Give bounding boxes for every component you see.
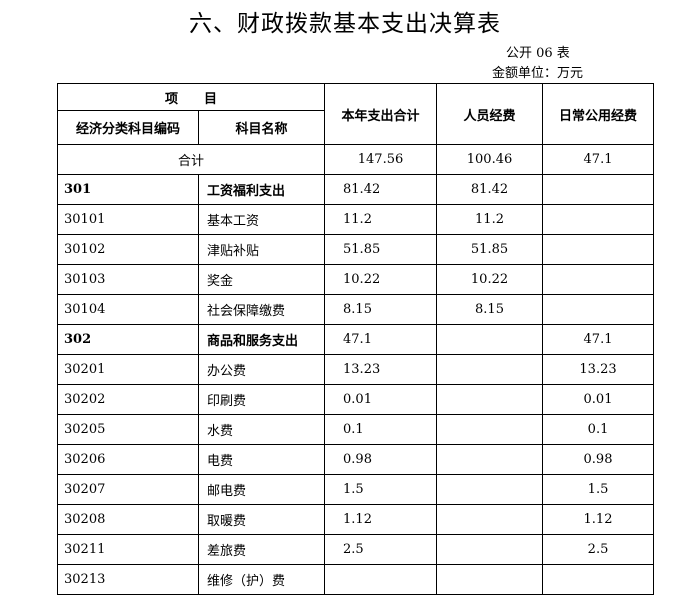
row-code: 302 [57, 324, 199, 355]
row-public [542, 204, 655, 235]
expenditure-table: 项 目 本年支出合计 人员经费 日常公用经费 经济分类科目编码 科目名称 合计 … [56, 83, 655, 595]
total-amount: 147.56 [324, 144, 438, 175]
table-row: 30208 取暖费 1.12 1.12 [57, 504, 655, 535]
total-personnel: 100.46 [436, 144, 544, 175]
row-personnel [436, 324, 544, 355]
row-code: 30205 [57, 414, 199, 445]
row-total: 2.5 [324, 534, 438, 565]
total-label: 合计 [56, 144, 326, 175]
row-personnel [436, 354, 544, 385]
page-title: 六、财政拨款基本支出决算表 [189, 11, 501, 37]
table-row: 30201 办公费 13.23 13.23 [57, 354, 655, 385]
row-total: 0.01 [324, 384, 438, 415]
table-row: 30213 维修（护）费 [57, 564, 655, 595]
row-total: 1.5 [324, 474, 438, 505]
row-name: 办公费 [197, 354, 326, 385]
row-public [542, 174, 655, 205]
table-row: 30207 邮电费 1.5 1.5 [57, 474, 655, 505]
header-public: 日常公用经费 [542, 83, 655, 145]
row-code: 30208 [57, 504, 199, 535]
table-row: 301 工资福利支出 81.42 81.42 [57, 174, 655, 205]
row-total: 1.12 [324, 504, 438, 535]
row-public: 0.1 [542, 414, 655, 445]
row-code: 30101 [57, 204, 199, 235]
row-name: 商品和服务支出 [197, 324, 326, 355]
row-code: 30201 [57, 354, 199, 385]
row-total: 81.42 [324, 174, 438, 205]
row-name: 取暖费 [197, 504, 326, 535]
row-code: 30211 [57, 534, 199, 565]
row-personnel [436, 444, 544, 475]
row-public: 1.12 [542, 504, 655, 535]
row-name: 水费 [197, 414, 326, 445]
row-code: 30206 [57, 444, 199, 475]
row-total: 51.85 [324, 234, 438, 265]
row-name: 印刷费 [197, 384, 326, 415]
row-personnel [436, 534, 544, 565]
header-code: 经济分类科目编码 [57, 110, 199, 145]
row-name: 奖金 [197, 264, 326, 295]
row-public: 13.23 [542, 354, 655, 385]
row-total: 8.15 [324, 294, 438, 325]
row-total [324, 564, 438, 595]
row-public [542, 264, 655, 295]
row-personnel: 11.2 [436, 204, 544, 235]
row-public [542, 294, 655, 325]
row-total: 13.23 [324, 354, 438, 385]
row-personnel: 81.42 [436, 174, 544, 205]
amount-unit: 金额单位：万元 [492, 66, 584, 81]
row-total: 47.1 [324, 324, 438, 355]
header-total: 本年支出合计 [324, 83, 438, 145]
row-public: 0.98 [542, 444, 655, 475]
row-name: 津贴补贴 [197, 234, 326, 265]
table-row: 30102 津贴补贴 51.85 51.85 [57, 234, 655, 265]
row-name: 维修（护）费 [197, 564, 326, 595]
table-row: 30205 水费 0.1 0.1 [57, 414, 655, 445]
row-name: 差旅费 [197, 534, 326, 565]
table-number: 公开 06 表 [506, 46, 570, 61]
row-public: 0.01 [542, 384, 655, 415]
row-code: 30202 [57, 384, 199, 415]
table-row: 30104 社会保障缴费 8.15 8.15 [57, 294, 655, 325]
header-name: 科目名称 [197, 110, 326, 145]
table-row: 30202 印刷费 0.01 0.01 [57, 384, 655, 415]
row-code: 30213 [57, 564, 199, 595]
row-personnel: 8.15 [436, 294, 544, 325]
row-code: 30207 [57, 474, 199, 505]
row-personnel: 10.22 [436, 264, 544, 295]
row-code: 30103 [57, 264, 199, 295]
row-public [542, 564, 655, 595]
row-public [542, 234, 655, 265]
row-public: 1.5 [542, 474, 655, 505]
row-total: 11.2 [324, 204, 438, 235]
row-total: 10.22 [324, 264, 438, 295]
row-personnel [436, 414, 544, 445]
row-code: 301 [57, 174, 199, 205]
header-personnel: 人员经费 [436, 83, 544, 145]
row-public: 47.1 [542, 324, 655, 355]
row-name: 社会保障缴费 [197, 294, 326, 325]
table-row: 30103 奖金 10.22 10.22 [57, 264, 655, 295]
total-public: 47.1 [542, 144, 655, 175]
row-personnel [436, 474, 544, 505]
table-row: 302 商品和服务支出 47.1 47.1 [57, 324, 655, 355]
row-name: 邮电费 [197, 474, 326, 505]
row-personnel [436, 384, 544, 415]
table-row: 30101 基本工资 11.2 11.2 [57, 204, 655, 235]
table-row: 30206 电费 0.98 0.98 [57, 444, 655, 475]
row-code: 30102 [57, 234, 199, 265]
row-total: 0.98 [324, 444, 438, 475]
row-personnel [436, 504, 544, 535]
row-name: 基本工资 [197, 204, 326, 235]
row-name: 电费 [197, 444, 326, 475]
header-item: 项 目 [56, 83, 326, 111]
row-personnel [436, 564, 544, 595]
row-public: 2.5 [542, 534, 655, 565]
row-personnel: 51.85 [436, 234, 544, 265]
row-code: 30104 [57, 294, 199, 325]
row-name: 工资福利支出 [197, 174, 326, 205]
row-total: 0.1 [324, 414, 438, 445]
table-row: 30211 差旅费 2.5 2.5 [57, 534, 655, 565]
